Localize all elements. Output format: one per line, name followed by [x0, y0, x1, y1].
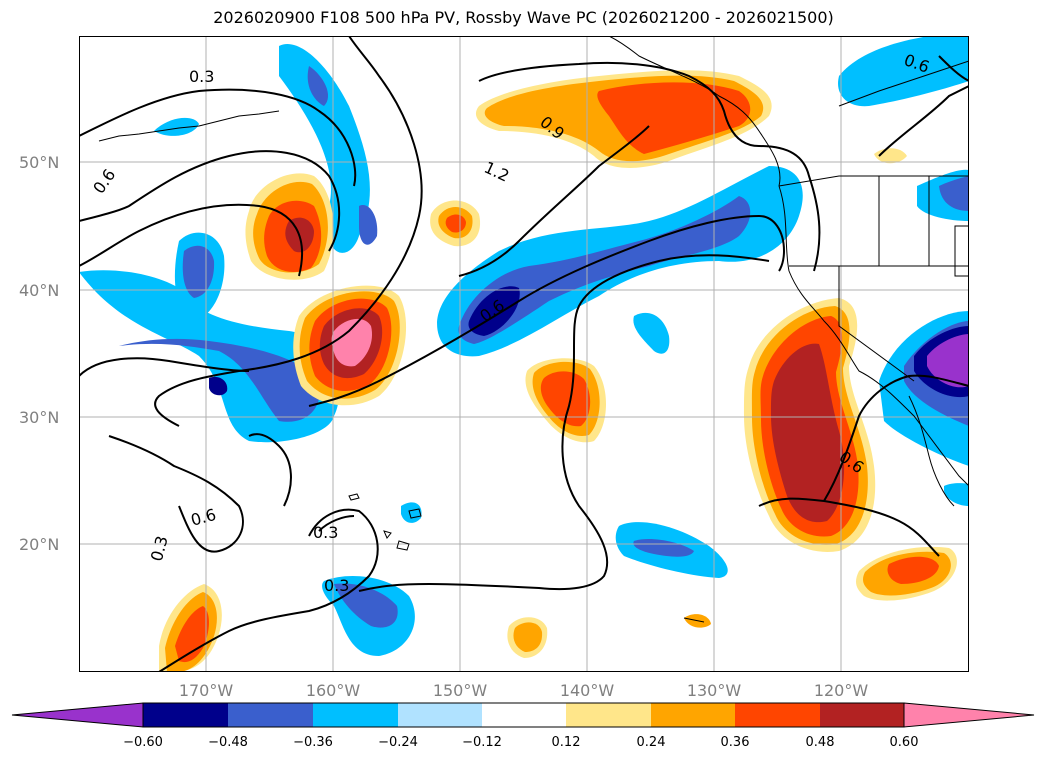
colorbar-segment [313, 703, 398, 727]
colorbar-tick: −0.36 [293, 735, 333, 750]
colorbar-tick: −0.12 [462, 735, 502, 750]
colorbar-extend-min [11, 702, 144, 728]
colorbar-segment [228, 703, 313, 727]
colorbar-tick: 0.24 [636, 735, 666, 750]
lon-label: 150°W [432, 681, 488, 700]
colorbar-extend-max [903, 702, 1035, 728]
lon-label: 120°W [813, 681, 869, 700]
lat-label: 50°N [19, 153, 60, 172]
lat-label: 20°N [19, 535, 60, 554]
colorbar-tick: −0.48 [208, 735, 248, 750]
contour-label: 0.3 [324, 576, 349, 595]
colorbar [11, 702, 1035, 728]
map-plot: 0.3 0.6 0.9 1.2 0.6 0.6 0.6 0.3 0.3 0.6 … [79, 36, 969, 672]
pv-anomaly-fills [79, 36, 969, 672]
graticule [79, 36, 969, 672]
map-title: 2026020900 F108 500 hPa PV, Rossby Wave … [213, 8, 834, 27]
lat-label: 30°N [19, 408, 60, 427]
colorbar-segment [143, 703, 228, 727]
lat-label: 40°N [19, 281, 60, 300]
contour-label: 0.3 [313, 523, 338, 542]
colorbar-tick: 0.48 [805, 735, 835, 750]
coastlines [98, 36, 969, 623]
colorbar-segment [398, 703, 482, 727]
colorbar-tick: 0.12 [551, 735, 581, 750]
colorbar-segment [820, 703, 904, 727]
colorbar-tick: −0.24 [378, 735, 418, 750]
lon-label: 160°W [305, 681, 361, 700]
lon-label: 130°W [686, 681, 742, 700]
contour-label: 0.3 [189, 67, 214, 86]
colorbar-segment [651, 703, 735, 727]
colorbar-segment [566, 703, 651, 727]
colorbar-tick: −0.60 [123, 735, 163, 750]
colorbar-segment [735, 703, 820, 727]
pv-contours [79, 36, 969, 672]
lon-label: 140°W [559, 681, 615, 700]
colorbar-segment [482, 703, 566, 727]
colorbar-tick: 0.36 [720, 735, 750, 750]
colorbar-tick: 0.60 [889, 735, 919, 750]
lon-label: 170°W [178, 681, 234, 700]
